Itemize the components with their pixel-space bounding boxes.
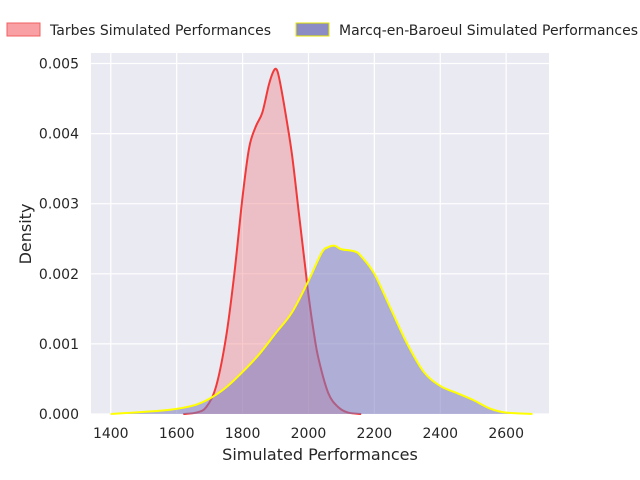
y-tick-label: 0.001: [39, 337, 79, 353]
legend-label-tarbes: Tarbes Simulated Performances: [49, 23, 271, 39]
y-tick-label: 0.002: [39, 267, 79, 283]
x-tick-label: 1800: [225, 426, 261, 442]
legend-swatch-marcq: [295, 22, 330, 37]
legend-label-marcq: Marcq-en-Baroeul Simulated Performances: [339, 23, 638, 39]
y-axis-ticks: 0.000 0.001 0.002 0.003 0.004 0.005: [39, 57, 79, 423]
legend-swatch-tarbes: [6, 22, 41, 37]
x-tick-label: 2200: [357, 426, 393, 442]
series-layer: [110, 67, 533, 415]
x-tick-label: 1600: [159, 426, 195, 442]
series-line-1: [110, 244, 533, 415]
x-axis-title: Simulated Performances: [222, 445, 418, 464]
x-tick-label: 2600: [488, 426, 524, 442]
x-axis-ticks: 1400 1600 1800 2000 2200 2400 2600: [93, 426, 524, 442]
y-tick-label: 0.000: [39, 407, 79, 423]
y-axis-title: Density: [16, 204, 35, 265]
x-tick-label: 2400: [422, 426, 458, 442]
y-tick-label: 0.005: [39, 57, 79, 73]
y-tick-label: 0.003: [39, 197, 79, 213]
x-tick-label: 2000: [291, 426, 327, 442]
series-area-1: [110, 245, 533, 414]
y-tick-label: 0.004: [39, 127, 79, 143]
legend: Tarbes Simulated Performances Marcq-en-B…: [6, 22, 638, 39]
x-tick-label: 1400: [93, 426, 129, 442]
